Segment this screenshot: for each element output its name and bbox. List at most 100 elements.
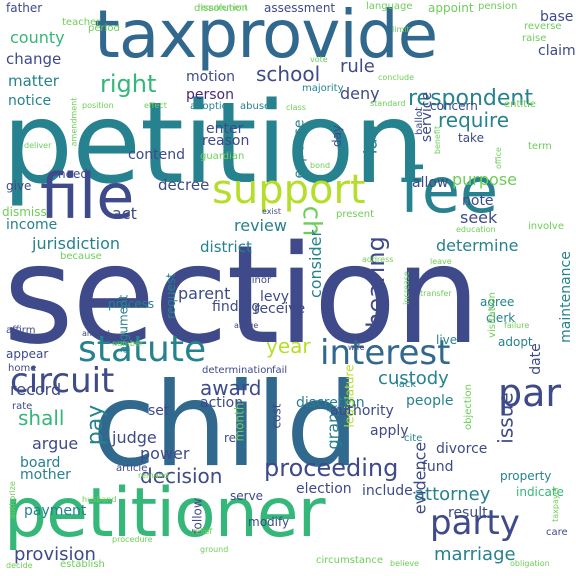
word: base: [540, 9, 574, 25]
word: decision: [140, 464, 223, 488]
word: abuse: [240, 101, 271, 112]
word: petition: [2, 79, 425, 209]
word: involve: [528, 221, 565, 232]
word: modify: [248, 515, 290, 529]
word: cite: [404, 433, 423, 444]
word: reverse: [524, 21, 562, 32]
word: amendment: [69, 97, 79, 147]
word: action: [200, 395, 244, 411]
word: objection: [463, 383, 475, 431]
word: dismiss: [2, 205, 47, 219]
word: establish: [60, 559, 105, 570]
word: transfer: [420, 289, 452, 298]
word: fee: [400, 154, 499, 227]
word: exist: [262, 207, 282, 216]
word: determination: [202, 365, 273, 376]
word: section: [3, 217, 481, 375]
word: term: [528, 141, 552, 152]
word: record: [10, 380, 62, 399]
word: relief: [192, 527, 213, 536]
word: affirm: [6, 325, 36, 336]
word: standard: [370, 99, 406, 108]
word: board: [20, 455, 61, 471]
word: process: [108, 297, 155, 311]
word: fund: [422, 459, 454, 475]
word: care: [546, 527, 568, 538]
word: file: [40, 160, 135, 233]
word: support: [212, 167, 366, 213]
word: petitioner: [4, 474, 326, 553]
word: amend: [82, 329, 110, 338]
word: hearing: [361, 236, 390, 328]
word: taxprovide: [94, 0, 438, 73]
word: live: [436, 333, 458, 347]
word: authorize: [7, 481, 17, 519]
word: statute: [78, 329, 207, 370]
word: period: [88, 23, 120, 34]
word: par: [498, 371, 562, 415]
word: act: [112, 204, 137, 223]
word: address: [362, 255, 394, 264]
word: provision: [14, 544, 96, 565]
word: vote: [310, 55, 328, 64]
word: number: [112, 339, 144, 348]
word: county: [10, 28, 65, 47]
word: result: [448, 505, 488, 521]
word: minor: [242, 275, 272, 286]
word: change: [6, 50, 62, 68]
word: cost: [269, 403, 284, 429]
word: notice: [8, 93, 52, 109]
word: office: [493, 147, 503, 169]
word: receive: [254, 301, 306, 317]
word: guardian: [200, 151, 245, 162]
word: purpose: [452, 170, 517, 189]
word: mother: [20, 467, 71, 483]
word: property: [500, 469, 552, 483]
word: believe: [390, 559, 420, 568]
word: increase: [401, 271, 411, 305]
word: custody: [378, 368, 449, 389]
word: school: [256, 62, 321, 86]
word: benefit: [433, 125, 443, 155]
word: appoint: [428, 1, 474, 15]
word: contend: [128, 147, 185, 163]
word: respondent: [408, 86, 533, 111]
word: fail: [272, 365, 288, 376]
word: right: [100, 70, 157, 98]
word: because: [60, 251, 102, 262]
word: wife: [348, 343, 365, 352]
word: deliver: [24, 141, 52, 150]
word: levy: [260, 289, 290, 305]
word: adopt: [498, 335, 533, 349]
word: party: [430, 503, 520, 543]
word: day: [330, 124, 345, 148]
word: award: [200, 376, 262, 400]
word: child: [92, 358, 359, 493]
word: pension: [478, 1, 518, 12]
word: take: [458, 131, 484, 145]
word: class: [286, 103, 306, 112]
word: remand: [138, 471, 169, 480]
word: decide: [6, 561, 33, 570]
word: appear: [6, 347, 49, 361]
word: bond: [310, 161, 331, 170]
word: present: [336, 209, 375, 220]
word: ground: [200, 545, 229, 554]
word: rate: [12, 401, 33, 412]
word: power: [140, 444, 190, 463]
word: argue: [32, 434, 79, 453]
word: need: [58, 167, 88, 181]
word: seek: [460, 208, 498, 227]
word: consider: [306, 229, 326, 299]
word: motion: [186, 69, 236, 85]
word: obligation: [510, 559, 550, 568]
word: concern: [430, 99, 478, 113]
word: law: [360, 123, 382, 155]
word: deny: [340, 84, 380, 103]
word: clerk: [486, 311, 516, 325]
word: require: [438, 108, 510, 132]
word: article: [116, 463, 148, 474]
word: request: [163, 273, 178, 319]
word: home: [8, 363, 37, 374]
word: proceeding: [264, 454, 399, 482]
